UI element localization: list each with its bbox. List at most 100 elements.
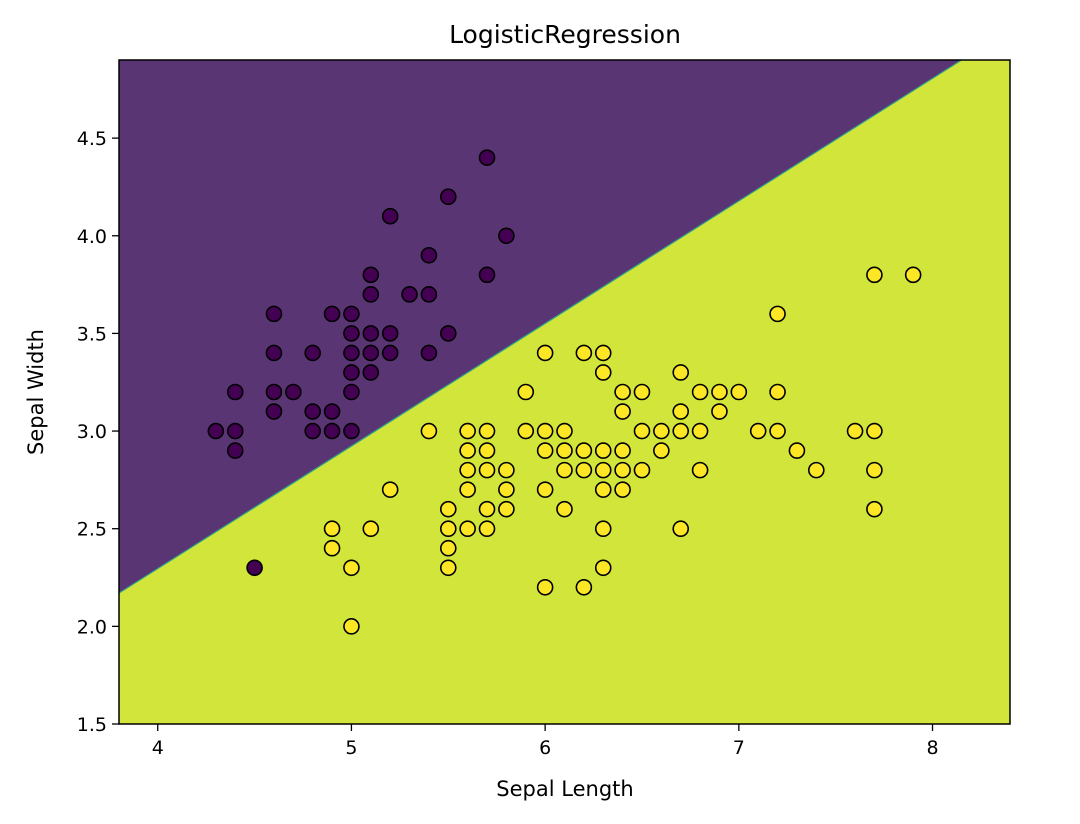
data-point-class-1: [439, 520, 457, 538]
x-tick-label: 7: [733, 737, 745, 759]
data-point-class-0: [362, 325, 380, 342]
data-point-class-1: [769, 383, 786, 401]
decision-boundary: [118, 59, 962, 594]
data-point-class-1: [594, 442, 612, 459]
y-tick-label: 4.5: [77, 128, 107, 150]
data-point-class-0: [381, 207, 399, 225]
data-point-class-1: [653, 422, 670, 440]
data-point-class-1: [788, 442, 806, 459]
data-point-class-1: [498, 461, 515, 479]
data-point-class-0: [343, 344, 360, 362]
data-point-class-1: [478, 422, 496, 440]
watermark: 深夜努力写Python: [762, 758, 1024, 790]
data-point-class-0: [362, 364, 380, 381]
data-point-class-1: [769, 422, 786, 440]
data-point-class-1: [614, 461, 631, 479]
data-point-class-1: [672, 403, 690, 420]
data-point-class-1: [633, 422, 651, 440]
data-point-class-1: [672, 422, 690, 440]
data-point-class-1: [536, 481, 554, 498]
data-point-class-1: [556, 422, 573, 440]
data-point-class-1: [498, 500, 515, 518]
y-axis-label: Sepal Width: [24, 329, 48, 455]
data-point-class-1: [362, 520, 380, 538]
data-point-class-1: [691, 422, 709, 440]
data-point-class-0: [381, 325, 399, 342]
data-point-class-0: [439, 188, 457, 206]
data-point-class-1: [459, 461, 476, 479]
data-point-class-0: [226, 442, 244, 459]
data-point-class-0: [304, 403, 321, 420]
y-tick-label: 3.5: [77, 323, 107, 345]
data-point-class-1: [420, 422, 438, 440]
data-point-class-0: [478, 266, 496, 284]
data-point-class-0: [265, 344, 283, 362]
data-point-class-0: [343, 383, 360, 401]
data-point-class-1: [749, 422, 767, 440]
data-point-class-1: [498, 481, 515, 498]
data-point-class-1: [575, 461, 593, 479]
data-point-class-0: [246, 559, 263, 577]
chart-title: LogisticRegression: [449, 20, 681, 49]
y-axis-ticks: 1.5 2.0 2.5 3.0 3.5 4.0 4.5: [77, 128, 119, 736]
data-point-class-0: [362, 344, 380, 362]
x-tick-label: 8: [926, 737, 938, 759]
data-point-class-1: [614, 383, 631, 401]
data-point-class-1: [536, 344, 554, 362]
data-point-class-1: [594, 364, 612, 381]
x-tick-label: 5: [345, 737, 357, 759]
data-point-class-1: [536, 442, 554, 459]
data-point-class-1: [808, 461, 825, 479]
data-point-class-0: [381, 344, 399, 362]
y-tick-label: 1.5: [77, 714, 107, 736]
data-point-class-1: [614, 403, 631, 420]
data-point-class-0: [207, 422, 225, 440]
data-point-class-0: [226, 383, 244, 401]
data-point-class-0: [265, 383, 283, 401]
data-point-class-1: [672, 520, 690, 538]
data-point-class-1: [846, 422, 864, 440]
data-point-class-1: [343, 559, 360, 577]
data-point-class-1: [614, 442, 631, 459]
data-point-class-1: [653, 442, 670, 459]
data-point-class-0: [439, 325, 457, 342]
data-point-class-1: [866, 500, 883, 518]
data-point-class-1: [594, 461, 612, 479]
data-point-class-1: [633, 461, 651, 479]
watermark-text: 深夜努力写Python: [812, 759, 1024, 788]
data-point-class-0: [323, 422, 341, 440]
y-tick-label: 2.0: [77, 616, 107, 638]
scatter-points: [207, 149, 922, 635]
plot-frame: [118, 59, 1011, 725]
data-point-class-0: [226, 422, 244, 440]
data-point-class-1: [633, 383, 651, 401]
data-point-class-1: [478, 442, 496, 459]
data-point-class-0: [498, 227, 515, 245]
data-point-class-1: [866, 461, 883, 479]
data-point-class-1: [478, 461, 496, 479]
data-point-class-1: [691, 383, 709, 401]
x-axis-label: Sepal Length: [496, 777, 633, 801]
data-point-class-1: [459, 422, 476, 440]
data-point-class-1: [556, 442, 573, 459]
data-point-class-0: [343, 422, 360, 440]
data-point-class-1: [439, 559, 457, 577]
data-point-class-1: [556, 500, 573, 518]
data-point-class-1: [459, 520, 476, 538]
data-point-class-0: [304, 422, 321, 440]
data-point-class-0: [285, 383, 302, 401]
data-point-class-1: [769, 305, 786, 323]
data-point-class-1: [575, 578, 593, 596]
y-tick-label: 4.0: [77, 226, 107, 248]
y-tick-label: 3.0: [77, 421, 107, 443]
data-point-class-0: [265, 305, 283, 323]
x-axis-ticks: 4 5 6 7 8: [152, 724, 939, 759]
data-point-class-1: [594, 559, 612, 577]
x-tick-label: 6: [539, 737, 551, 759]
data-point-class-1: [323, 539, 341, 557]
data-point-class-1: [343, 618, 360, 635]
data-point-class-1: [556, 461, 573, 479]
data-point-class-1: [711, 383, 728, 401]
data-point-class-1: [381, 481, 399, 498]
